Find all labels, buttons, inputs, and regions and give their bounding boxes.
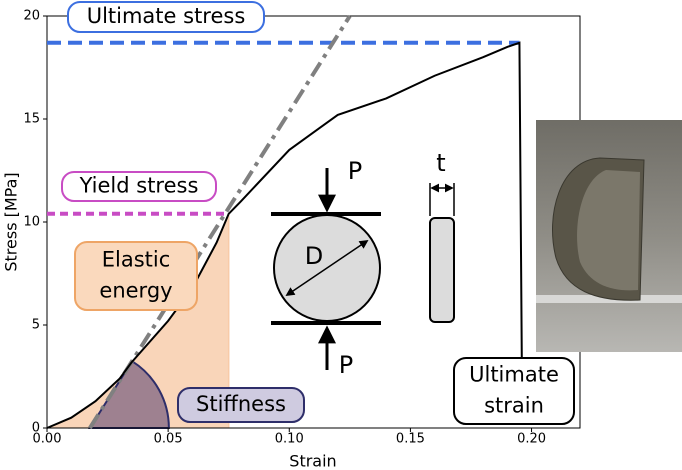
x-tick-label: 0.00	[33, 432, 62, 447]
stress-strain-curve	[46, 41, 523, 429]
annotation-box	[67, 1, 265, 33]
y-tick-label: 20	[23, 9, 40, 24]
specimen-photo	[536, 120, 682, 352]
y-axis-label: Stress [MPa]	[2, 172, 21, 271]
plot-area	[43, 14, 581, 432]
diagram-label: t	[436, 149, 445, 177]
x-tick-label: 0.15	[396, 432, 425, 447]
annotation-text: Ultimate	[469, 363, 559, 387]
annotation-text: energy	[99, 279, 172, 303]
annotation-text: Stiffness	[196, 392, 286, 416]
annotation-text: strain	[484, 394, 544, 418]
photo-disc-face	[577, 170, 640, 291]
diameter-arrow	[285, 239, 369, 297]
y-tick-label: 15	[23, 112, 40, 127]
stiffness-sector	[88, 359, 170, 429]
x-axis-label: Strain	[289, 452, 336, 470]
diagram-label: D	[305, 242, 323, 270]
x-tick-label: 0.20	[517, 432, 546, 447]
annotation-text: Ultimate stress	[87, 4, 246, 28]
annotation-text: Yield stress	[79, 174, 199, 198]
annotation-box	[74, 241, 198, 311]
y-tick-label: 5	[32, 318, 40, 333]
specimen-diagram	[271, 168, 455, 370]
annotation-box	[453, 357, 575, 425]
annotation-box	[61, 171, 217, 202]
y-tick-label: 0	[32, 421, 40, 436]
diagram-label: P	[339, 351, 353, 379]
y-tick-label: 10	[23, 215, 40, 230]
diagram-label: P	[348, 157, 362, 185]
x-tick-label: 0.05	[154, 432, 183, 447]
disc-side	[429, 217, 455, 323]
elastic-energy-area	[47, 213, 229, 428]
annotation-text: Elastic	[102, 248, 171, 272]
annotation-box	[177, 387, 305, 423]
x-tick-label: 0.10	[275, 432, 304, 447]
